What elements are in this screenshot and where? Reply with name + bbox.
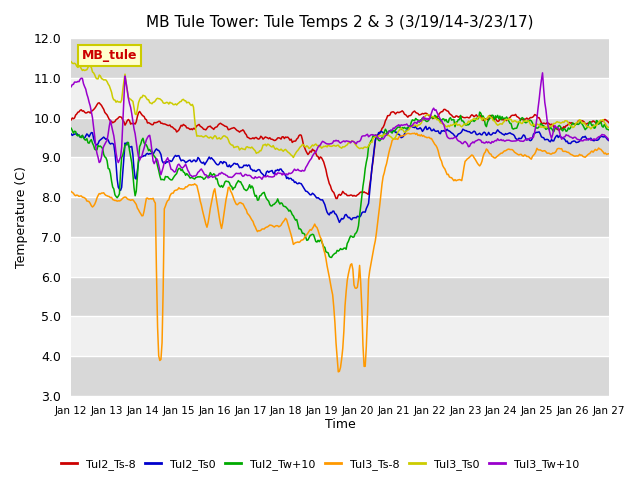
Bar (71, 237, 609, 276)
Bar (71, 157, 609, 197)
Bar (71, 38, 609, 78)
Text: MB_tule: MB_tule (82, 49, 138, 62)
Legend: Tul2_Ts-8, Tul2_Ts0, Tul2_Tw+10, Tul3_Ts-8, Tul3_Ts0, Tul3_Tw+10: Tul2_Ts-8, Tul2_Ts0, Tul2_Tw+10, Tul3_Ts… (56, 455, 584, 474)
Bar (71, 118, 609, 157)
Bar (71, 356, 609, 396)
Y-axis label: Temperature (C): Temperature (C) (15, 166, 28, 268)
Bar (71, 316, 609, 356)
Bar (71, 276, 609, 316)
Bar (71, 78, 609, 118)
Title: MB Tule Tower: Tule Temps 2 & 3 (3/19/14-3/23/17): MB Tule Tower: Tule Temps 2 & 3 (3/19/14… (146, 15, 534, 30)
X-axis label: Time: Time (324, 419, 355, 432)
Bar (71, 197, 609, 237)
